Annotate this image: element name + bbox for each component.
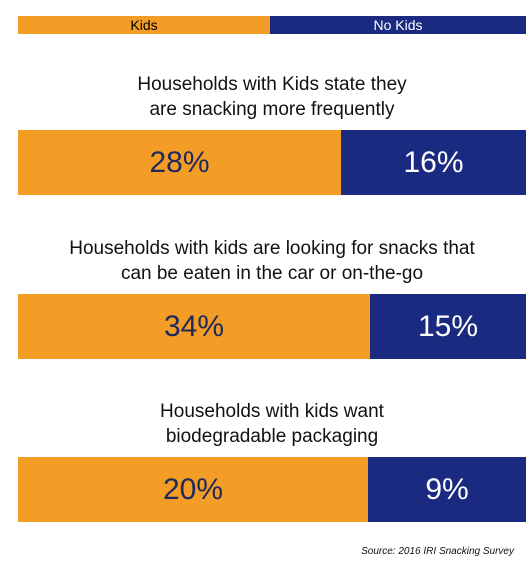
stacked-bar: 34% 15% <box>18 294 526 359</box>
data-label-kids: 34% <box>163 309 225 343</box>
bar-segment-no-kids: 16% <box>341 130 526 195</box>
category-label: Households with Kids state they are snac… <box>137 74 407 120</box>
chart-block-1: Households with Kids state they are snac… <box>18 72 526 195</box>
data-label-kids: 28% <box>149 145 210 179</box>
bar-segment-kids: 28% <box>18 130 341 195</box>
bar-segment-kids: 34% <box>18 294 370 359</box>
legend-kids-label: Kids <box>130 17 158 33</box>
data-label-no-kids: 16% <box>403 145 464 179</box>
bar-segment-kids: 20% <box>18 457 368 522</box>
bar-segment-no-kids: 9% <box>368 457 526 522</box>
legend: Kids No Kids <box>18 16 526 34</box>
chart-block-2: Households with kids are looking for sna… <box>18 236 526 359</box>
chart-block-3: Households with kids want biodegradable … <box>18 399 526 522</box>
data-label-kids: 20% <box>162 472 224 506</box>
stacked-bar: 28% 16% <box>18 130 526 195</box>
legend-no-kids: No Kids <box>270 16 526 34</box>
legend-kids: Kids <box>18 16 270 34</box>
data-label-no-kids: 9% <box>425 472 469 506</box>
data-label-no-kids: 15% <box>417 309 479 343</box>
source-note: Source: 2016 IRI Snacking Survey <box>361 546 514 557</box>
bar-segment-no-kids: 15% <box>370 294 526 359</box>
stacked-bar: 20% 9% <box>18 457 526 522</box>
category-label: Households with kids are looking for sna… <box>69 238 475 284</box>
legend-no-kids-label: No Kids <box>373 17 423 33</box>
category-label: Households with kids want biodegradable … <box>160 401 384 447</box>
